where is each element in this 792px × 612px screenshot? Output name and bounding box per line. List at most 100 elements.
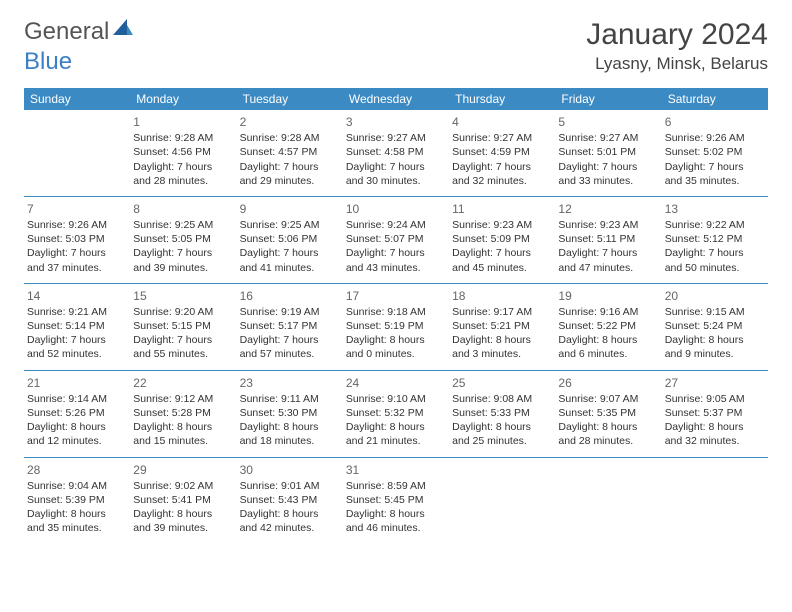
day-info-line: Sunrise: 9:28 AM: [133, 131, 233, 145]
day-cell: [555, 458, 661, 544]
day-info-line: Sunset: 5:37 PM: [665, 406, 765, 420]
day-info-line: Daylight: 8 hours: [346, 507, 446, 521]
day-info-line: Sunrise: 9:26 AM: [27, 218, 127, 232]
day-info-line: Sunset: 5:12 PM: [665, 232, 765, 246]
calendar: SundayMondayTuesdayWednesdayThursdayFrid…: [24, 88, 768, 543]
day-info-line: Sunrise: 9:11 AM: [240, 392, 340, 406]
day-info-line: and 12 minutes.: [27, 434, 127, 448]
day-info-line: Sunset: 5:11 PM: [558, 232, 658, 246]
day-info-line: Sunrise: 9:23 AM: [452, 218, 552, 232]
weekday-header: SundayMondayTuesdayWednesdayThursdayFrid…: [24, 88, 768, 110]
day-info-line: Daylight: 8 hours: [240, 420, 340, 434]
day-number: 31: [346, 462, 446, 478]
day-info-line: and 45 minutes.: [452, 261, 552, 275]
day-info-line: Sunset: 5:02 PM: [665, 145, 765, 159]
day-info-line: Daylight: 8 hours: [27, 507, 127, 521]
day-info-line: Daylight: 8 hours: [558, 333, 658, 347]
day-info-line: Daylight: 7 hours: [452, 246, 552, 260]
weekday-label: Monday: [130, 88, 236, 110]
day-info-line: Sunset: 4:59 PM: [452, 145, 552, 159]
day-info-line: and 41 minutes.: [240, 261, 340, 275]
day-info-line: and 15 minutes.: [133, 434, 233, 448]
day-cell: 15Sunrise: 9:20 AMSunset: 5:15 PMDayligh…: [130, 284, 236, 370]
day-cell: 25Sunrise: 9:08 AMSunset: 5:33 PMDayligh…: [449, 371, 555, 457]
day-info-line: Sunrise: 9:27 AM: [558, 131, 658, 145]
day-info-line: Sunrise: 9:01 AM: [240, 479, 340, 493]
day-info-line: Daylight: 7 hours: [665, 160, 765, 174]
day-info-line: and 52 minutes.: [27, 347, 127, 361]
day-info-line: Daylight: 7 hours: [346, 160, 446, 174]
day-info-line: and 28 minutes.: [133, 174, 233, 188]
day-info-line: Sunrise: 9:16 AM: [558, 305, 658, 319]
day-info-line: Sunset: 5:26 PM: [27, 406, 127, 420]
day-info-line: Sunset: 5:01 PM: [558, 145, 658, 159]
day-cell: 5Sunrise: 9:27 AMSunset: 5:01 PMDaylight…: [555, 110, 661, 196]
logo-text-blue: Blue: [24, 48, 72, 75]
day-info-line: Sunrise: 9:22 AM: [665, 218, 765, 232]
day-number: 22: [133, 375, 233, 391]
day-info-line: and 30 minutes.: [346, 174, 446, 188]
month-title: January 2024: [586, 18, 768, 52]
day-cell: 3Sunrise: 9:27 AMSunset: 4:58 PMDaylight…: [343, 110, 449, 196]
day-info-line: and 29 minutes.: [240, 174, 340, 188]
week-row: 14Sunrise: 9:21 AMSunset: 5:14 PMDayligh…: [24, 284, 768, 371]
header: General January 2024 Lyasny, Minsk, Bela…: [24, 18, 768, 74]
day-cell: 21Sunrise: 9:14 AMSunset: 5:26 PMDayligh…: [24, 371, 130, 457]
day-info-line: Sunrise: 9:21 AM: [27, 305, 127, 319]
day-number: 14: [27, 288, 127, 304]
day-cell: 10Sunrise: 9:24 AMSunset: 5:07 PMDayligh…: [343, 197, 449, 283]
day-info-line: Daylight: 7 hours: [558, 246, 658, 260]
day-info-line: Daylight: 8 hours: [346, 333, 446, 347]
day-number: 10: [346, 201, 446, 217]
day-cell: 6Sunrise: 9:26 AMSunset: 5:02 PMDaylight…: [662, 110, 768, 196]
day-info-line: Sunset: 5:28 PM: [133, 406, 233, 420]
week-row: 21Sunrise: 9:14 AMSunset: 5:26 PMDayligh…: [24, 371, 768, 458]
day-info-line: Sunset: 5:09 PM: [452, 232, 552, 246]
day-info-line: Sunset: 5:05 PM: [133, 232, 233, 246]
day-cell: 12Sunrise: 9:23 AMSunset: 5:11 PMDayligh…: [555, 197, 661, 283]
day-cell: [24, 110, 130, 196]
day-number: 15: [133, 288, 233, 304]
day-info-line: Daylight: 7 hours: [346, 246, 446, 260]
day-info-line: Sunrise: 9:17 AM: [452, 305, 552, 319]
week-row: 28Sunrise: 9:04 AMSunset: 5:39 PMDayligh…: [24, 458, 768, 544]
day-number: 1: [133, 114, 233, 130]
day-cell: 20Sunrise: 9:15 AMSunset: 5:24 PMDayligh…: [662, 284, 768, 370]
day-info-line: Sunrise: 9:25 AM: [240, 218, 340, 232]
day-info-line: and 21 minutes.: [346, 434, 446, 448]
day-info-line: and 42 minutes.: [240, 521, 340, 535]
day-cell: 4Sunrise: 9:27 AMSunset: 4:59 PMDaylight…: [449, 110, 555, 196]
day-info-line: Daylight: 8 hours: [452, 333, 552, 347]
day-number: 17: [346, 288, 446, 304]
weekday-label: Thursday: [449, 88, 555, 110]
day-cell: 27Sunrise: 9:05 AMSunset: 5:37 PMDayligh…: [662, 371, 768, 457]
day-info-line: and 18 minutes.: [240, 434, 340, 448]
day-info-line: Sunrise: 9:23 AM: [558, 218, 658, 232]
day-cell: 31Sunrise: 8:59 AMSunset: 5:45 PMDayligh…: [343, 458, 449, 544]
day-info-line: Sunset: 5:35 PM: [558, 406, 658, 420]
day-number: 6: [665, 114, 765, 130]
day-info-line: and 37 minutes.: [27, 261, 127, 275]
day-cell: 11Sunrise: 9:23 AMSunset: 5:09 PMDayligh…: [449, 197, 555, 283]
day-info-line: Daylight: 7 hours: [133, 246, 233, 260]
day-info-line: Sunset: 5:17 PM: [240, 319, 340, 333]
day-info-line: Daylight: 8 hours: [558, 420, 658, 434]
weekday-label: Friday: [555, 88, 661, 110]
day-number: 4: [452, 114, 552, 130]
day-cell: 7Sunrise: 9:26 AMSunset: 5:03 PMDaylight…: [24, 197, 130, 283]
day-info-line: and 43 minutes.: [346, 261, 446, 275]
day-number: 12: [558, 201, 658, 217]
day-info-line: and 25 minutes.: [452, 434, 552, 448]
day-info-line: and 32 minutes.: [452, 174, 552, 188]
day-number: 27: [665, 375, 765, 391]
day-info-line: Sunrise: 9:15 AM: [665, 305, 765, 319]
day-number: 13: [665, 201, 765, 217]
day-info-line: and 0 minutes.: [346, 347, 446, 361]
weekday-label: Saturday: [662, 88, 768, 110]
day-info-line: Daylight: 8 hours: [665, 420, 765, 434]
day-info-line: Daylight: 7 hours: [27, 333, 127, 347]
day-cell: 19Sunrise: 9:16 AMSunset: 5:22 PMDayligh…: [555, 284, 661, 370]
day-number: 29: [133, 462, 233, 478]
day-number: 24: [346, 375, 446, 391]
day-info-line: Daylight: 8 hours: [27, 420, 127, 434]
